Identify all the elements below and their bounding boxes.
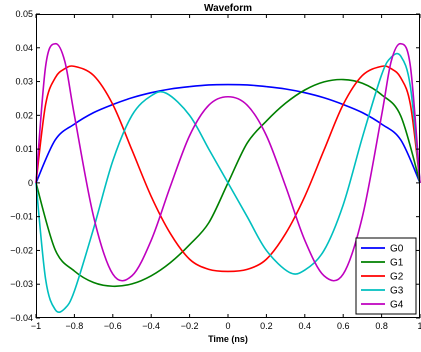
y-tick-label: 0.02 — [15, 110, 33, 120]
x-tick-label: −1 — [31, 321, 41, 331]
series-line-g2 — [35, 65, 421, 273]
y-tick-label: −0.02 — [10, 245, 33, 255]
x-axis-label: Time (ns) — [208, 334, 248, 344]
legend-label-g1: G1 — [390, 258, 404, 269]
x-tick-label: −0.4 — [142, 321, 160, 331]
legend: G0 G1 G2 G3 G4 — [355, 237, 417, 315]
y-tick-label: 0.05 — [15, 9, 33, 19]
y-tick-label: −0.04 — [10, 313, 33, 323]
y-tick-label: −0.03 — [10, 279, 33, 289]
series-lines — [35, 42, 421, 313]
plot-frame — [36, 14, 420, 318]
y-tick-label: 0.01 — [15, 144, 33, 154]
x-tick-label: 1 — [417, 321, 421, 331]
legend-label-g2: G2 — [390, 272, 404, 283]
x-tick-label: 0.6 — [337, 321, 350, 331]
chart-title: Waveform — [204, 3, 252, 14]
series-line-g0 — [35, 83, 421, 184]
y-tick-label: 0 — [28, 178, 33, 188]
x-tick-label: 0.4 — [299, 321, 312, 331]
x-tick-label: 0.2 — [260, 321, 273, 331]
legend-label-g4: G4 — [390, 300, 404, 311]
x-tick-label: 0 — [225, 321, 230, 331]
y-tick-label: −0.01 — [10, 212, 33, 222]
legend-label-g3: G3 — [390, 286, 404, 297]
series-line-g4 — [35, 42, 421, 282]
y-tick-label: 0.04 — [15, 43, 33, 53]
x-tick-label: −0.8 — [66, 321, 84, 331]
x-tick-label: −0.6 — [104, 321, 122, 331]
x-tick-label: −0.2 — [181, 321, 199, 331]
x-tick-label: 0.8 — [375, 321, 388, 331]
series-line-g3 — [35, 52, 421, 313]
legend-label-g0: G0 — [390, 244, 404, 255]
y-tick-label: 0.03 — [15, 77, 33, 87]
